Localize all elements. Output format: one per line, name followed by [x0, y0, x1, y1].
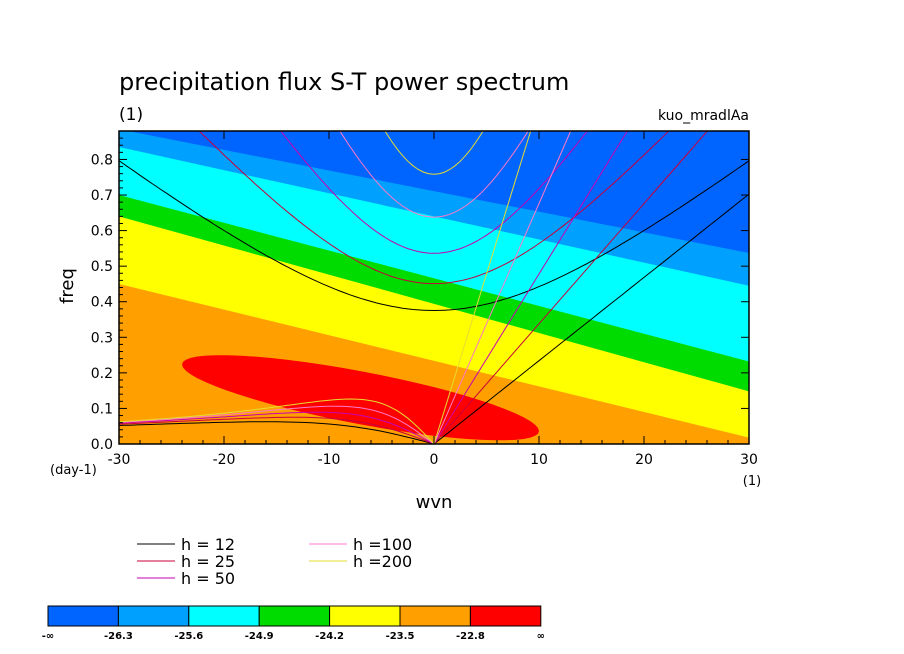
colorbar-swatch — [469, 605, 542, 627]
rossby-curve-25 — [119, 416, 435, 444]
x-tick-label: 20 — [635, 452, 653, 468]
x-tick-label: -30 — [108, 452, 131, 468]
x-unit-label: (1) — [743, 474, 761, 489]
legend-label: h = 50 — [181, 569, 235, 588]
y-tick-label: 0.0 — [91, 437, 113, 453]
y-tick-label: 0.1 — [91, 401, 113, 417]
colorbar: -∞ -26.3 -25.6 -24.9 -24.2 -23.5 -22.8 ∞ — [42, 605, 545, 642]
y-tick-label: 0.8 — [91, 152, 113, 168]
plot-area — [119, 131, 749, 444]
colorbar-swatch — [117, 605, 190, 627]
legend-label: h = 12 — [181, 535, 235, 554]
y-axis: 0.0 0.1 0.2 0.3 0.4 0.5 0.6 0.7 0.8 — [91, 137, 749, 453]
run-label: kuo_mradlAa — [658, 108, 749, 124]
colorbar-label: -23.5 — [386, 631, 415, 642]
x-tick-label: 10 — [530, 452, 548, 468]
rossby-curve-100 — [119, 405, 435, 444]
y-tick-label: 0.4 — [91, 295, 113, 311]
colorbar-swatch — [399, 605, 471, 627]
gravity-curve-200 — [384, 131, 484, 175]
colorbar-swatch — [188, 605, 260, 627]
y-axis-label: freq — [57, 268, 78, 304]
y-tick-label: 0.7 — [91, 188, 113, 204]
kelvin-curve-25 — [433, 131, 709, 444]
kelvin-curve-100 — [433, 131, 572, 444]
kelvin-curve-50 — [433, 131, 628, 444]
gravity-curve-100 — [339, 131, 529, 218]
rossby-curve-12 — [119, 421, 435, 444]
y-tick-label: 0.3 — [91, 330, 113, 346]
y-tick-label: 0.5 — [91, 259, 113, 275]
x-tick-label: 30 — [740, 452, 758, 468]
x-tick-label: -10 — [318, 452, 341, 468]
colorbar-label: -24.9 — [245, 631, 274, 642]
y-tick-label: 0.2 — [91, 366, 113, 382]
colorbar-label: -24.2 — [315, 631, 344, 642]
colorbar-label: -25.6 — [174, 631, 203, 642]
x-tick-label: -20 — [213, 452, 236, 468]
colorbar-swatch — [47, 605, 119, 627]
gravity-curve-25 — [198, 131, 670, 285]
gravity-curve-12 — [119, 160, 749, 312]
legend-label: h =200 — [353, 552, 412, 571]
kelvin-curve-12 — [433, 193, 749, 444]
x-axis: -30 -20 -10 0 10 20 30 — [108, 131, 758, 468]
x-tick-label: 0 — [430, 452, 439, 468]
colorbar-label: ∞ — [537, 631, 545, 642]
y-tick-label: 0.6 — [91, 224, 113, 240]
colorbar-swatch — [258, 605, 331, 627]
legend-label: h = 25 — [181, 552, 235, 571]
colorbar-label: -22.8 — [456, 631, 485, 642]
kelvin-curve-200 — [433, 131, 532, 444]
colorbar-label: -∞ — [42, 631, 54, 642]
colorbar-swatch — [329, 605, 401, 627]
rossby-curve-50 — [119, 411, 435, 444]
gravity-curve-50 — [280, 131, 588, 254]
x-axis-label: wvn — [416, 492, 453, 513]
legend-label: h =100 — [353, 535, 412, 554]
rossby-curve-200 — [119, 398, 435, 444]
y-unit-label: (day-1) — [50, 463, 97, 478]
chart-title: precipitation flux S-T power spectrum — [119, 68, 569, 96]
colorbar-label: -26.3 — [104, 631, 133, 642]
title-unit: (1) — [119, 105, 143, 125]
